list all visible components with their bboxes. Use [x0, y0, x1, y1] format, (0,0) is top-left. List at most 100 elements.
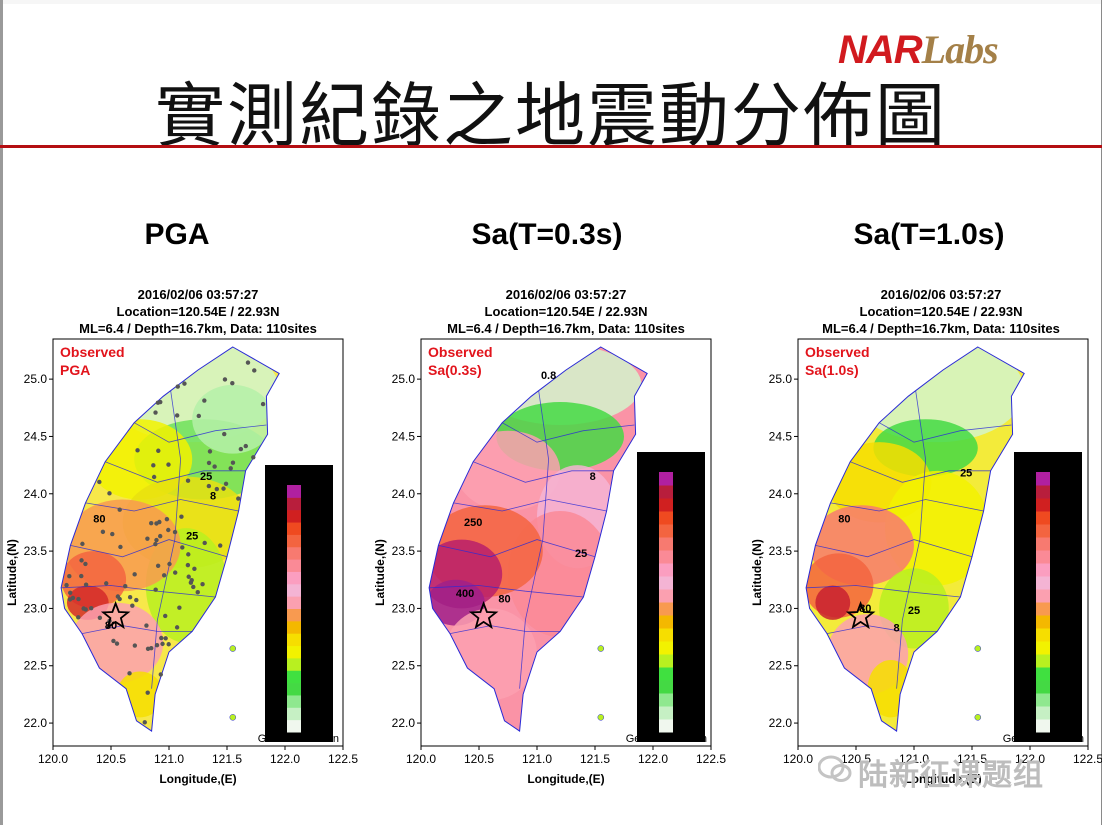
colorbar-swatch [659, 654, 673, 668]
colorbar-swatch [1036, 576, 1050, 590]
colorbar-swatch [1036, 615, 1050, 629]
panel-annotation: Observed [60, 344, 125, 360]
colorbar-label: Geometric mean [626, 733, 707, 745]
contour-label: 25 [200, 471, 212, 483]
colorbar-swatch [287, 509, 301, 523]
station-marker [163, 636, 168, 641]
info-magnitude: ML=6.4 / Depth=16.7km, Data: 110sites [447, 321, 685, 336]
station-marker [153, 541, 158, 547]
y-axis-label: Latitude,(N) [750, 539, 764, 606]
boundary-line [519, 379, 550, 689]
station-marker [145, 536, 150, 541]
station-marker [80, 541, 85, 547]
station-marker [83, 582, 89, 587]
colorbar-swatch [659, 706, 673, 720]
x-tick-label: 122.0 [1015, 752, 1045, 766]
colorbar-swatch [1036, 719, 1050, 733]
colorbar-swatch [287, 546, 301, 560]
station-marker [159, 635, 164, 641]
colorbar-swatch [659, 589, 673, 603]
station-marker [111, 638, 116, 644]
colorbar-swatch [1036, 602, 1050, 616]
boundary-line [70, 539, 228, 558]
station-marker [127, 671, 132, 676]
station-marker [186, 552, 191, 557]
station-marker [107, 491, 112, 496]
colorbar-swatch [659, 550, 673, 564]
station-marker [83, 561, 88, 567]
info-datetime: 2016/02/06 03:57:27 [880, 287, 1002, 302]
station-marker [76, 615, 81, 620]
station-marker [173, 570, 178, 575]
epicenter-star-icon [100, 600, 131, 630]
station-marker [196, 413, 201, 419]
station-marker [166, 642, 171, 647]
colorbar-swatch [659, 641, 673, 655]
station-marker [180, 545, 185, 550]
y-tick-label: 23.0 [392, 601, 416, 615]
boundary-line [438, 539, 596, 558]
colorbar-swatch [287, 620, 301, 634]
x-axis-label: Longitude,(E) [904, 772, 981, 786]
station-marker [155, 563, 161, 569]
boundary-line [81, 625, 193, 634]
station-marker [154, 537, 159, 543]
y-tick-label: 25.0 [392, 372, 416, 386]
station-marker [167, 561, 172, 567]
x-tick-label: 121.0 [899, 752, 929, 766]
intensity-region [815, 585, 851, 620]
sa03-map-chart: 0.8 8 250 25 400 80 Geometric mean Observed Sa(0… [373, 338, 726, 786]
boundary-line [806, 585, 961, 598]
station-marker [118, 544, 123, 550]
colorbar-swatch [1036, 563, 1050, 577]
panel-annotation: PGA [60, 362, 90, 378]
station-marker [192, 566, 197, 572]
station-marker [64, 582, 69, 588]
watermark-text: 陆新征课题组 [858, 758, 1044, 793]
panel-annotation: Observed [428, 344, 493, 360]
station-marker [154, 521, 159, 526]
station-marker [156, 448, 161, 453]
station-marker [117, 507, 122, 512]
panel-annotation: Sa(0.3s) [428, 362, 482, 378]
contour-label: 8 [210, 491, 216, 503]
coastline [60, 346, 280, 732]
colorbar-swatch [659, 602, 673, 616]
station-marker [245, 360, 251, 365]
y-tick-label: 24.0 [769, 487, 793, 501]
offshore-island [597, 714, 605, 721]
station-marker [195, 589, 200, 595]
epicenter-star-icon [468, 600, 499, 630]
station-marker [79, 558, 84, 563]
pga-map-chart: 802525880Geometric meanObservedPGA120.01… [5, 338, 358, 786]
x-axis-label: Longitude,(E) [527, 772, 604, 786]
colorbar-swatch [659, 693, 673, 707]
boundary-line [449, 625, 561, 634]
colorbar-swatch [287, 657, 301, 671]
station-marker [153, 587, 158, 592]
station-marker [177, 605, 182, 610]
station-marker [154, 643, 160, 648]
colorbar-swatch [1036, 706, 1050, 720]
boundary-line [830, 499, 984, 512]
colorbar-swatch [1036, 550, 1050, 564]
slide-left-edge [0, 0, 3, 825]
station-marker [185, 562, 191, 568]
colorbar-swatch [1036, 667, 1050, 681]
y-tick-label: 23.0 [24, 601, 48, 615]
station-marker [161, 573, 167, 578]
colorbar-swatch [659, 719, 673, 733]
x-tick-label: 120.0 [783, 752, 813, 766]
info-magnitude: ML=6.4 / Depth=16.7km, Data: 110sites [822, 321, 1060, 336]
colorbar-swatch [1036, 537, 1050, 551]
boundary-line [453, 499, 607, 512]
contour-label: 80 [498, 594, 510, 606]
colorbar-swatch [659, 511, 673, 525]
colorbar-swatch [1036, 589, 1050, 603]
x-tick-label: 122.0 [638, 752, 668, 766]
colorbar-swatch [659, 524, 673, 538]
station-marker [230, 460, 236, 465]
panel-annotation: Sa(1.0s) [805, 362, 859, 378]
station-marker [174, 625, 180, 630]
x-tick-label: 120.5 [841, 752, 871, 766]
